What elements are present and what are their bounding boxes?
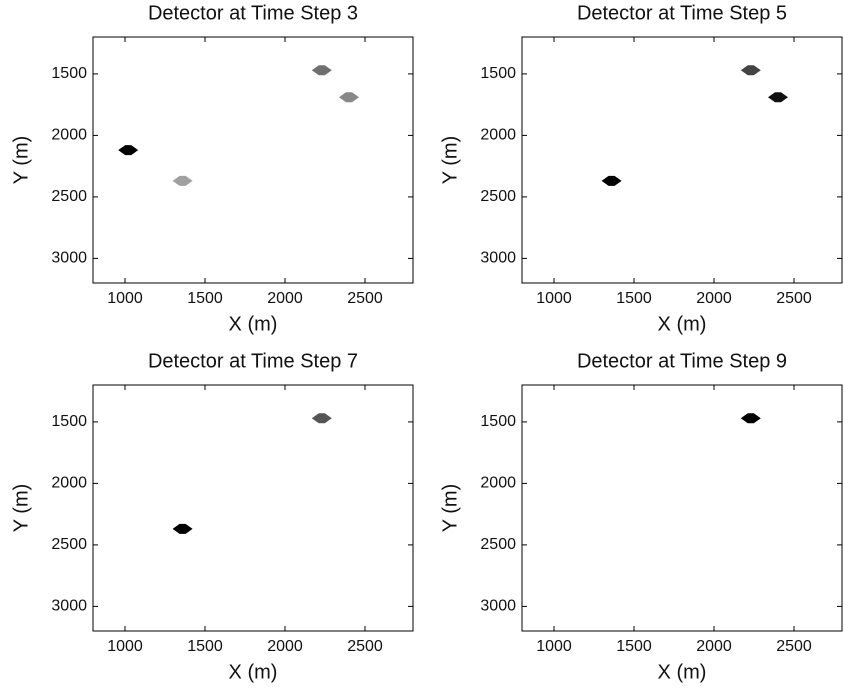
y-tick-label: 2000 bbox=[480, 127, 516, 144]
axis-label: Y (m) bbox=[439, 484, 461, 533]
detection-marker bbox=[311, 413, 332, 424]
y-tick-label: 3000 bbox=[480, 598, 516, 615]
plot-area bbox=[92, 36, 414, 284]
plot-area bbox=[521, 384, 843, 632]
detection-marker bbox=[172, 175, 193, 186]
x-tick-label: 2000 bbox=[267, 290, 303, 307]
y-tick-label: 3000 bbox=[51, 598, 87, 615]
axis-label: X (m) bbox=[229, 313, 278, 335]
x-tick-label: 2000 bbox=[267, 638, 303, 655]
x-tick-label: 1500 bbox=[187, 290, 223, 307]
y-tick-label: 2500 bbox=[51, 188, 87, 205]
x-tick-label: 2000 bbox=[696, 638, 732, 655]
y-tick-label: 3000 bbox=[480, 250, 516, 267]
y-tick-label: 1500 bbox=[51, 65, 87, 82]
y-tick-label: 2000 bbox=[480, 475, 516, 492]
x-tick-label: 1000 bbox=[536, 290, 572, 307]
x-tick-label: 2500 bbox=[347, 638, 383, 655]
axis-label: X (m) bbox=[658, 661, 707, 683]
y-tick-label: 2000 bbox=[51, 475, 87, 492]
axis-label: Y (m) bbox=[10, 136, 32, 185]
y-tick-label: 2500 bbox=[480, 188, 516, 205]
x-tick-label: 1000 bbox=[536, 638, 572, 655]
plot-area bbox=[521, 36, 843, 284]
axis-label: Y (m) bbox=[10, 484, 32, 533]
x-tick-label: 1500 bbox=[616, 638, 652, 655]
x-tick-label: 1500 bbox=[187, 638, 223, 655]
detection-marker bbox=[118, 145, 139, 156]
y-tick-label: 1500 bbox=[480, 413, 516, 430]
y-tick-label: 2000 bbox=[51, 127, 87, 144]
axis-label: X (m) bbox=[658, 313, 707, 335]
detection-marker bbox=[768, 92, 788, 103]
y-tick-label: 2500 bbox=[51, 536, 87, 553]
x-tick-label: 2500 bbox=[776, 290, 812, 307]
detection-marker bbox=[311, 65, 332, 76]
x-tick-label: 1000 bbox=[107, 638, 143, 655]
title: Detector at Time Step 9 bbox=[577, 350, 787, 372]
x-tick-label: 2500 bbox=[776, 638, 812, 655]
plot-area bbox=[92, 384, 414, 632]
y-tick-label: 1500 bbox=[480, 65, 516, 82]
y-tick-label: 1500 bbox=[51, 413, 87, 430]
detection-marker bbox=[601, 175, 622, 186]
axis-label: Y (m) bbox=[439, 136, 461, 185]
detection-marker bbox=[740, 65, 761, 76]
x-tick-label: 2500 bbox=[347, 290, 383, 307]
y-tick-label: 2500 bbox=[480, 536, 516, 553]
x-tick-label: 1000 bbox=[107, 290, 143, 307]
x-tick-label: 2000 bbox=[696, 290, 732, 307]
detection-marker bbox=[740, 413, 761, 424]
y-tick-label: 3000 bbox=[51, 250, 87, 267]
x-tick-label: 1500 bbox=[616, 290, 652, 307]
detection-marker bbox=[172, 523, 193, 534]
detection-marker bbox=[339, 92, 359, 103]
title: Detector at Time Step 5 bbox=[577, 2, 787, 24]
title: Detector at Time Step 7 bbox=[148, 350, 358, 372]
axis-label: X (m) bbox=[229, 661, 278, 683]
title: Detector at Time Step 3 bbox=[148, 2, 358, 24]
